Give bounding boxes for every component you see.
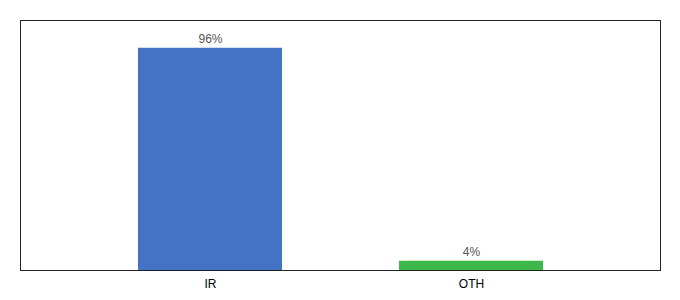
svg-text:4%: 4% bbox=[463, 245, 481, 259]
svg-text:OTH: OTH bbox=[459, 277, 484, 291]
svg-text:96%: 96% bbox=[198, 32, 222, 46]
svg-text:IR: IR bbox=[205, 277, 217, 291]
